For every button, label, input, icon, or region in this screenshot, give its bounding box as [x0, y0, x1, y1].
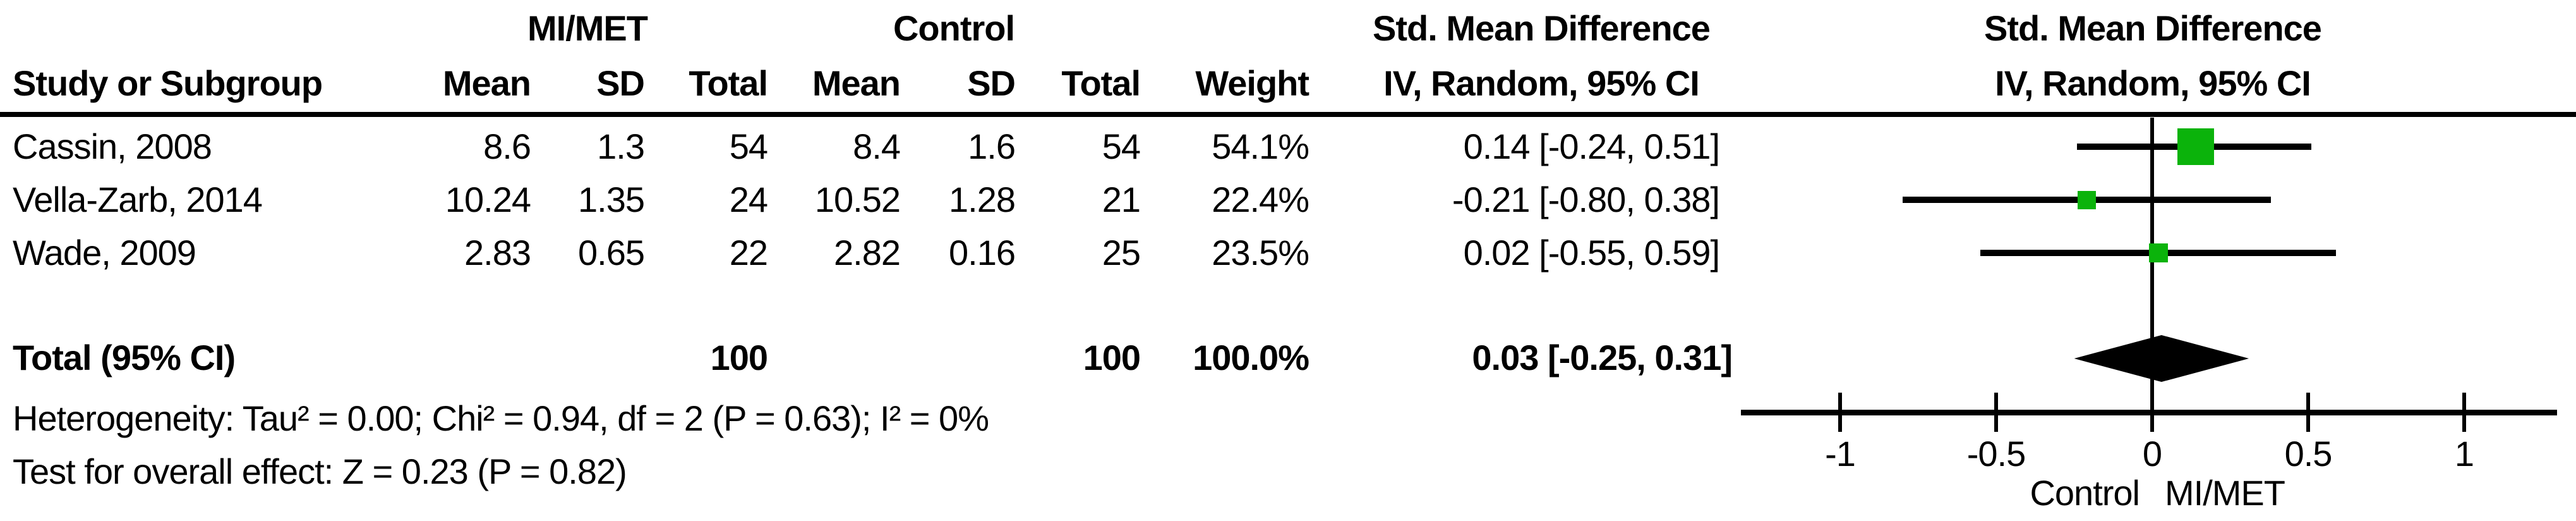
group-header-control: Control: [893, 8, 1015, 48]
axis-tick-label: 0.5: [2284, 434, 2333, 474]
total-control-value: 21: [1102, 180, 1141, 219]
effect-column-header-line1: Std. Mean Difference: [1373, 8, 1711, 48]
mean-treatment-value: 2.83: [464, 233, 531, 273]
axis-tick-label: 1: [2454, 434, 2474, 474]
total-row-label: Total (95% CI): [13, 338, 236, 377]
total-treatment-value: 54: [729, 126, 768, 166]
zero-line: [2150, 118, 2154, 412]
total-weight-overall: 100.0%: [1193, 338, 1309, 377]
ci-text-value: -0.21 [-0.80, 0.38]: [1452, 180, 1720, 219]
ci-text-value: 0.02 [-0.55, 0.59]: [1463, 233, 1720, 273]
axis-tick: [1994, 393, 1998, 432]
axis-tick-label: -0.5: [1966, 434, 2026, 474]
sd-control-value: 1.6: [968, 126, 1016, 166]
axis-tick: [2306, 393, 2310, 432]
axis-tick-label: -1: [1825, 434, 1856, 474]
effect-square: [2148, 243, 2168, 262]
sd-treatment-value: 1.35: [578, 180, 645, 219]
study-name: Vella-Zarb, 2014: [13, 180, 263, 219]
weight-value: 23.5%: [1212, 233, 1309, 273]
axis-tick: [2150, 393, 2154, 432]
total-control-overall: 100: [1083, 338, 1141, 377]
total-treatment-value: 24: [729, 180, 768, 219]
total-ci-text: 0.03 [-0.25, 0.31]: [1472, 338, 1733, 377]
effect-square: [2177, 128, 2215, 165]
col-header-sd-treatment: SD: [596, 63, 645, 103]
axis-left-group-label: Control: [2030, 473, 2140, 513]
header-divider: [0, 112, 2576, 117]
axis-line: [1741, 410, 2557, 415]
heterogeneity-stats: Heterogeneity: Tau² = 0.00; Chi² = 0.94,…: [13, 398, 989, 438]
effect-square: [2077, 190, 2096, 209]
axis-tick: [2462, 393, 2466, 432]
ci-text-value: 0.14 [-0.24, 0.51]: [1463, 126, 1720, 166]
total-treatment-value: 22: [729, 233, 768, 273]
sd-control-value: 0.16: [949, 233, 1016, 273]
col-header-mean-treatment: Mean: [442, 63, 531, 103]
mean-treatment-value: 10.24: [445, 180, 531, 219]
total-treatment-overall: 100: [710, 338, 768, 377]
col-header-weight: Weight: [1195, 63, 1309, 103]
pooled-diamond: [2074, 335, 2249, 382]
col-header-sd-control: SD: [967, 63, 1016, 103]
sd-treatment-value: 1.3: [597, 126, 645, 166]
overall-effect-test: Test for overall effect: Z = 0.23 (P = 0…: [13, 451, 627, 491]
mean-treatment-value: 8.6: [483, 126, 531, 166]
sd-control-value: 1.28: [949, 180, 1016, 219]
total-control-value: 25: [1102, 233, 1141, 273]
study-name: Wade, 2009: [13, 233, 196, 273]
effect-column-header-line2: IV, Random, 95% CI: [1383, 63, 1700, 103]
col-header-study: Study or Subgroup: [13, 63, 323, 103]
plot-header-line2: IV, Random, 95% CI: [1995, 63, 2311, 103]
study-name: Cassin, 2008: [13, 126, 212, 166]
weight-value: 22.4%: [1212, 180, 1309, 219]
mean-control-value: 2.82: [834, 233, 901, 273]
group-header-treatment: MI/MET: [527, 8, 648, 48]
col-header-total-treatment: Total: [689, 63, 768, 103]
col-header-mean-control: Mean: [812, 63, 901, 103]
axis-tick-label: 0: [2142, 434, 2162, 474]
weight-value: 54.1%: [1212, 126, 1309, 166]
plot-header-line1: Std. Mean Difference: [1984, 8, 2322, 48]
sd-treatment-value: 0.65: [578, 233, 645, 273]
col-header-total-control: Total: [1061, 63, 1141, 103]
axis-right-group-label: MI/MET: [2165, 473, 2285, 513]
total-control-value: 54: [1102, 126, 1141, 166]
mean-control-value: 8.4: [853, 126, 901, 166]
axis-tick: [1838, 393, 1842, 432]
mean-control-value: 10.52: [814, 180, 901, 219]
